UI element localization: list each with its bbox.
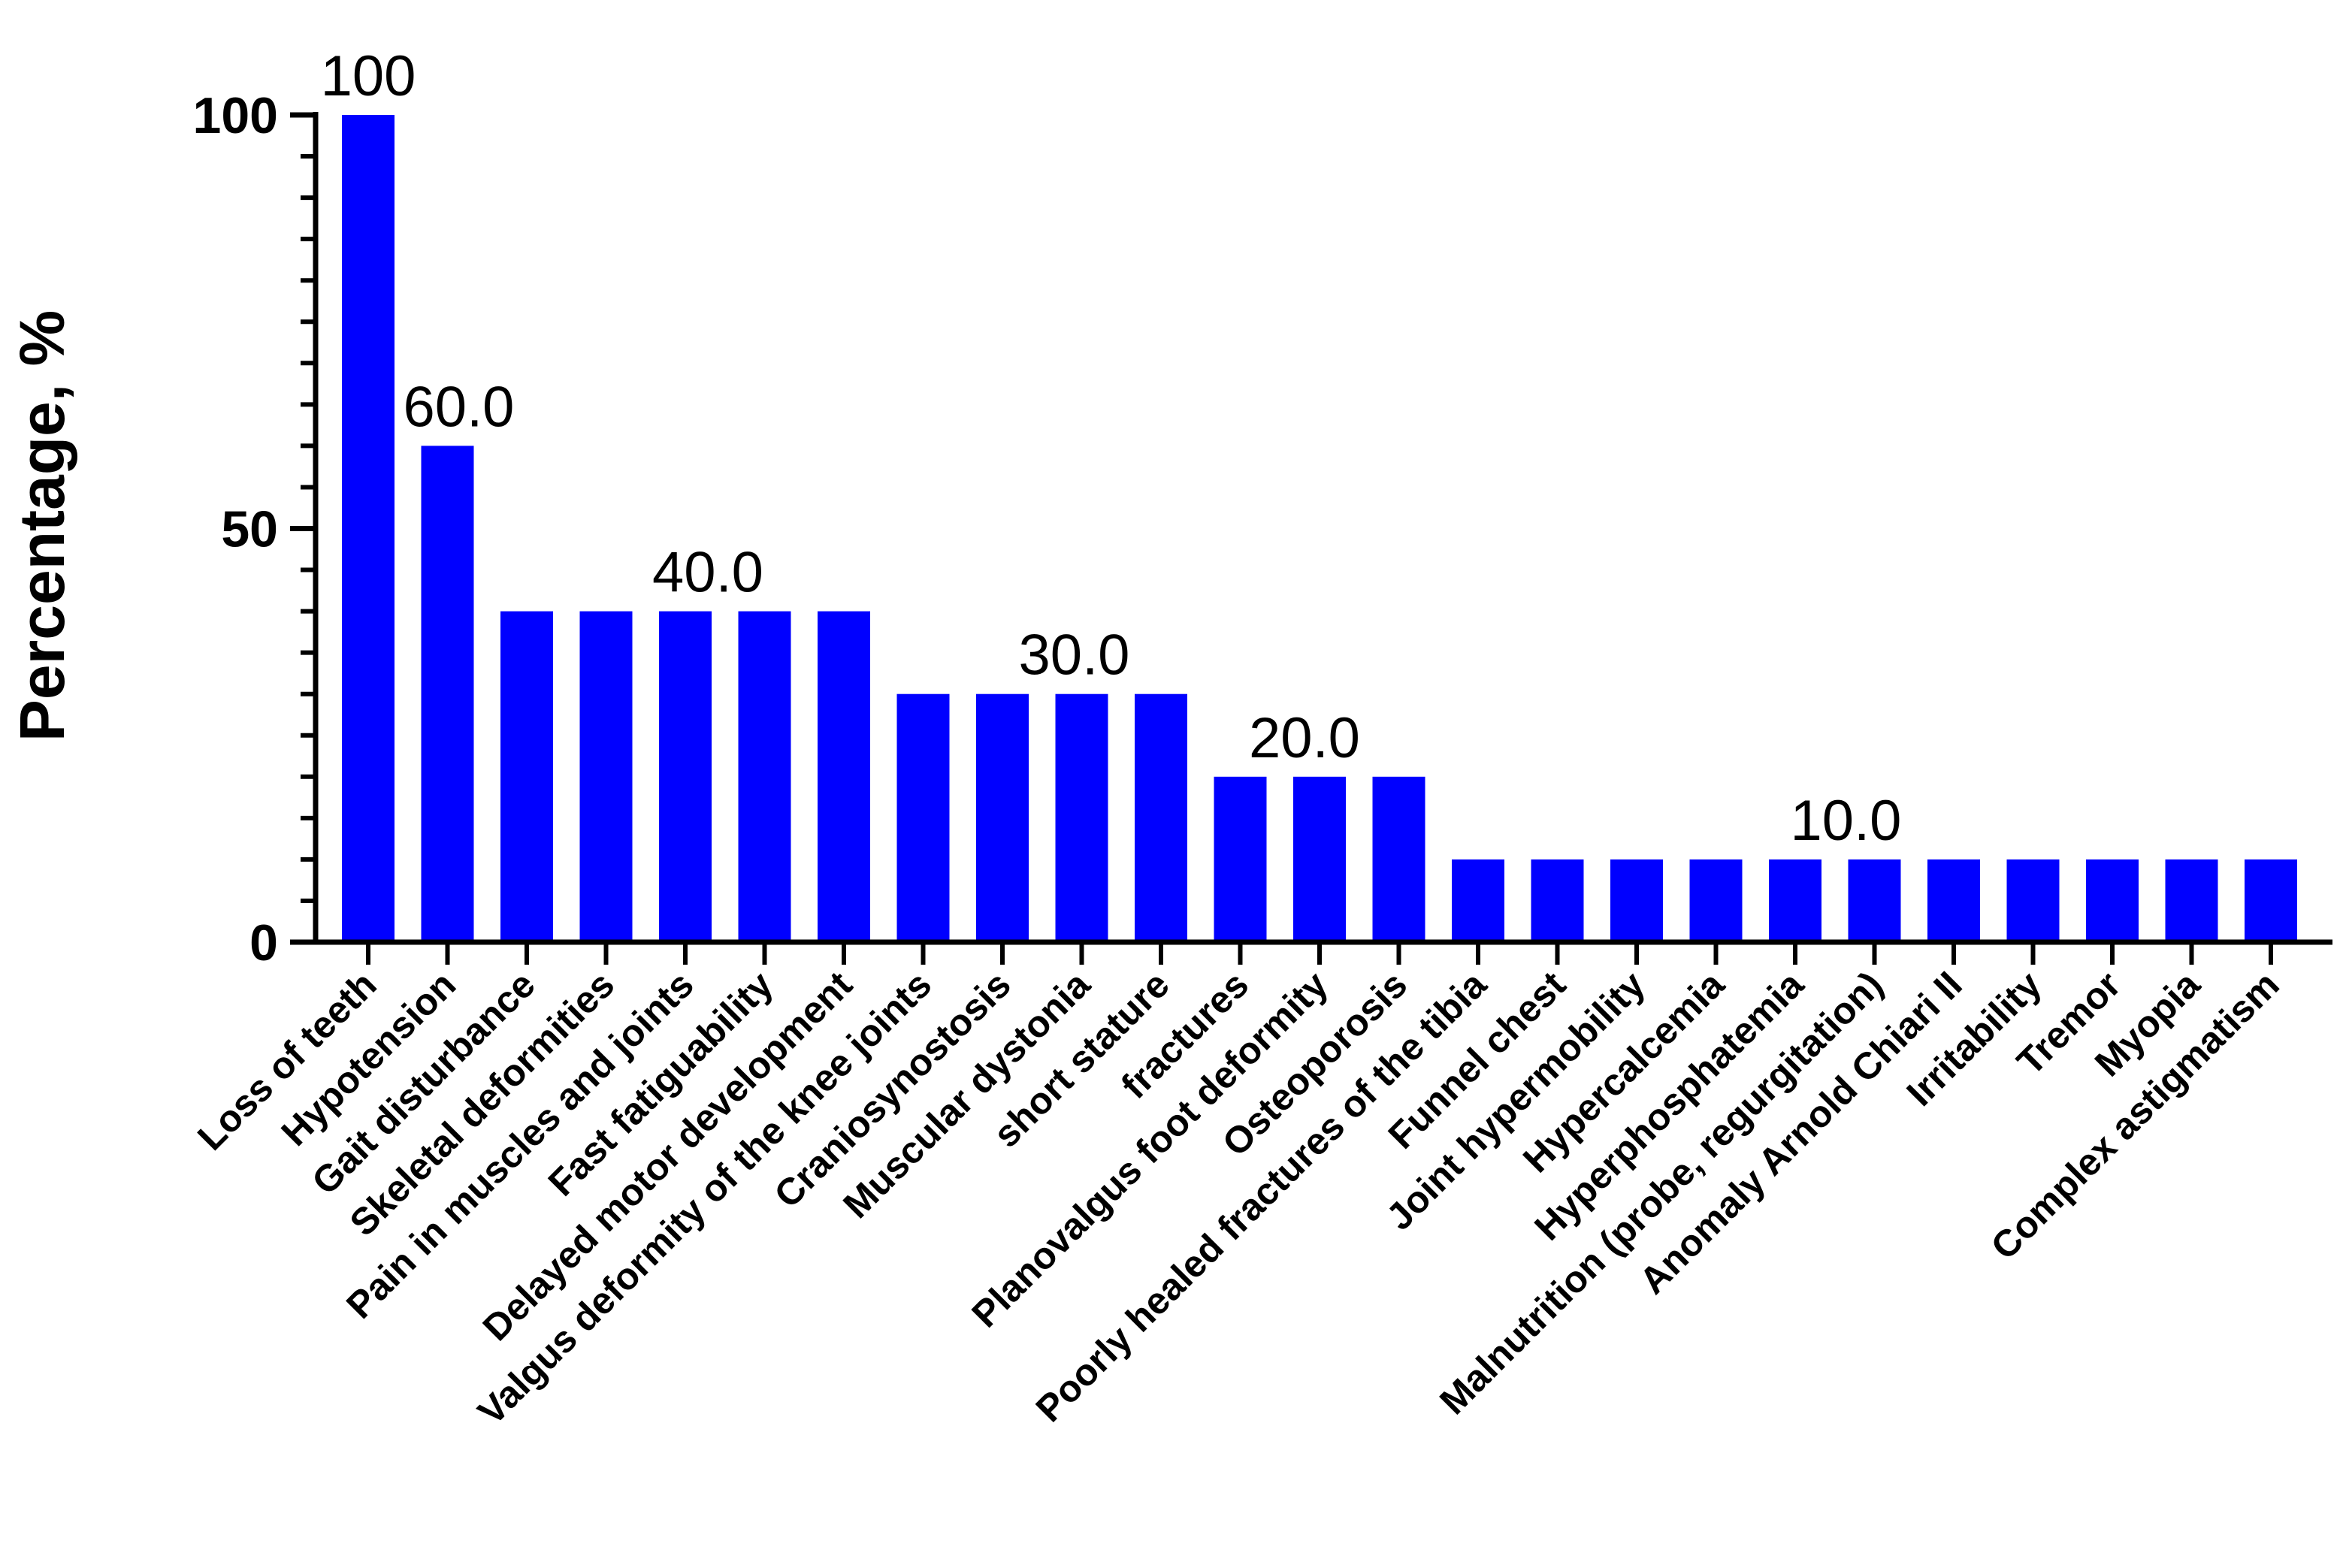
bar-4 [579, 611, 633, 942]
bar-21 [1927, 859, 1980, 942]
data-labels-layer: 100 60.0 40.0 30.0 20.0 10.0 [321, 44, 1902, 853]
bar-22 [2006, 859, 2060, 942]
bar-7 [818, 611, 870, 942]
bar-24 [2165, 859, 2218, 942]
bar-15 [1452, 859, 1504, 942]
data-label: 10.0 [1791, 789, 1902, 853]
y-tick-label: 50 [221, 501, 278, 558]
bar-2 [421, 446, 474, 942]
y-tick-label: 0 [249, 914, 278, 971]
bar-13 [1293, 776, 1346, 942]
bar-6 [738, 611, 791, 942]
data-label: 60.0 [404, 375, 515, 439]
bar-25 [2245, 859, 2297, 942]
bar-8 [896, 693, 950, 942]
bar-16 [1531, 859, 1584, 942]
y-ticks-layer: 0 50 100 [193, 87, 316, 971]
data-label: 100 [321, 44, 416, 108]
data-label: 30.0 [1019, 624, 1130, 687]
bar-3 [500, 611, 553, 942]
bar-20 [1848, 859, 1901, 942]
bar-18 [1689, 859, 1743, 942]
bar-23 [2086, 859, 2139, 942]
data-label: 20.0 [1249, 706, 1360, 770]
bar-5 [659, 611, 712, 942]
y-axis-label: Percentage, % [7, 310, 77, 742]
y-tick-label: 100 [193, 87, 278, 144]
bar-9 [976, 693, 1029, 942]
bar-12 [1214, 776, 1267, 942]
bar-11 [1135, 693, 1187, 942]
bar-10 [1055, 693, 1108, 942]
bar-14 [1372, 776, 1425, 942]
bar-1 [342, 115, 395, 942]
bar-17 [1610, 859, 1663, 942]
data-label: 40.0 [652, 541, 763, 605]
bar-19 [1769, 859, 1821, 942]
bars-layer [342, 115, 2297, 942]
